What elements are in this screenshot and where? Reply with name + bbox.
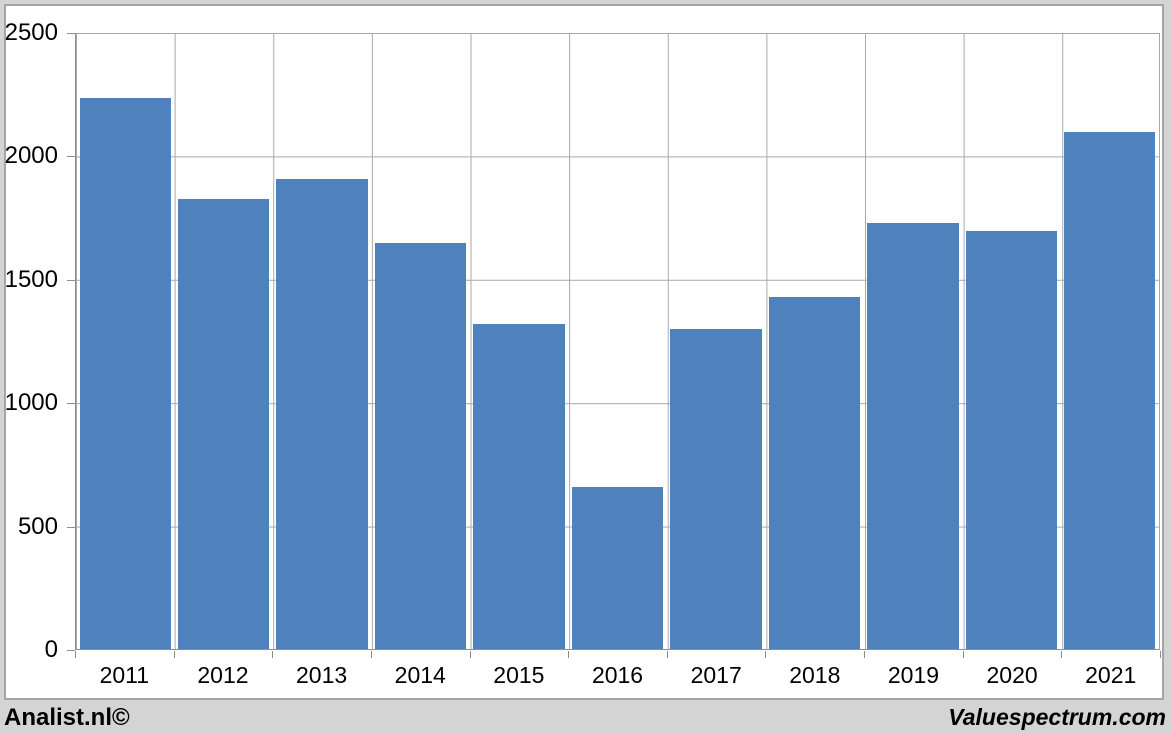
bar-2018 (768, 297, 861, 649)
x-axis-labels: 2011 2012 2013 2014 2015 2016 2017 2018 2019 2020… (75, 661, 1160, 689)
bar-slot-2020 (962, 34, 1060, 649)
x-tick-label-2015: 2015 (493, 662, 545, 688)
x-tick-label-2021: 2021 (1085, 662, 1137, 688)
x-tick-label-2012: 2012 (197, 662, 249, 688)
x-tick-label-2017: 2017 (690, 662, 742, 688)
bar-2019 (867, 223, 959, 649)
bar-slot-2018 (765, 34, 863, 649)
x-tick-label-2018: 2018 (789, 662, 841, 688)
x-tick-label-2019: 2019 (887, 662, 940, 688)
bar-slot-2015 (470, 34, 568, 649)
bar-2012 (177, 198, 270, 649)
x-tick-label-2014: 2014 (394, 662, 446, 688)
bar-slot-2013 (273, 34, 371, 649)
bar-2015 (473, 324, 565, 649)
bar-2014 (374, 243, 467, 649)
bar-slot-2011 (76, 34, 174, 649)
bar-slot-2019 (864, 34, 962, 649)
x-tick-label-2020: 2020 (986, 662, 1038, 688)
bar-slot-2017 (667, 34, 765, 649)
bars-container (76, 34, 1159, 649)
bar-2011 (79, 97, 171, 649)
bar-2020 (965, 230, 1058, 649)
bar-slot-2012 (174, 34, 272, 649)
bar-slot-2014 (371, 34, 469, 649)
bar-2013 (276, 179, 368, 649)
source-label-analist: Analist.nl© (4, 704, 130, 731)
plot-area (75, 33, 1160, 650)
x-tick-label-2011: 2011 (99, 662, 150, 688)
x-tick-label-2013: 2013 (296, 662, 348, 688)
source-label-valuespectrum: Valuespectrum.com (948, 704, 1166, 730)
bar-slot-2021 (1061, 34, 1159, 649)
x-tick-label-2016: 2016 (591, 662, 644, 688)
bar-2017 (670, 329, 762, 649)
bar-2021 (1064, 132, 1156, 649)
bar-slot-2016 (568, 34, 666, 649)
bar-2016 (571, 486, 664, 649)
